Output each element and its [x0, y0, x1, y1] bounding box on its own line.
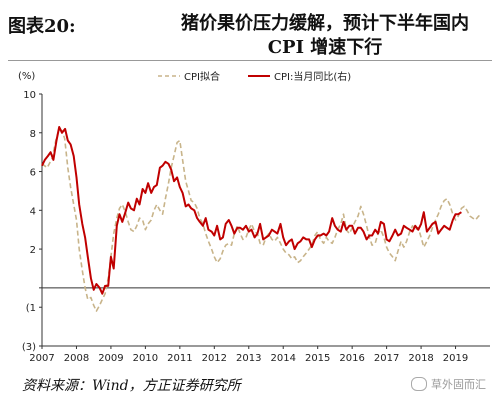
series-line-cpi-yoy: [41, 126, 462, 295]
y-tick-label: 8: [30, 129, 36, 140]
figure-title-line2: CPI 增速下行: [267, 37, 383, 58]
legend-label: CPI:当月同比(右): [274, 70, 351, 83]
x-tick-label: 2013: [236, 353, 261, 364]
y-tick-label: 4: [30, 206, 36, 217]
x-tick-label: 2014: [271, 353, 296, 364]
x-tick-label: 2019: [443, 353, 468, 364]
y-tick-label: (3): [22, 342, 36, 353]
legend-label: CPI拟合: [184, 70, 220, 83]
series-line-cpi-fit: [41, 128, 482, 312]
figure-title-line1: 猪价果价压力缓解，预计下半年国内: [181, 13, 469, 34]
y-tick-label: 2: [30, 245, 36, 256]
cpi-line-chart: (%) 10 8 6 4 2 (1 (3)2007 2008 2009 2010 2011 2012 20…: [18, 70, 490, 364]
watermark: 草外固而汇: [411, 376, 486, 392]
chart-legend: CPI拟合 CPI:当月同比(右): [158, 70, 351, 83]
wechat-icon: [411, 377, 427, 391]
x-tick-label: 2016: [339, 353, 364, 364]
x-tick-label: 2018: [408, 353, 433, 364]
figure-number: 图表20:: [8, 16, 76, 37]
x-tick-label: 2012: [202, 353, 227, 364]
watermark-text: 草外固而汇: [431, 378, 486, 391]
y-tick-label: (1: [26, 303, 36, 314]
chart-series: [41, 126, 482, 312]
x-tick-label: 2011: [167, 353, 192, 364]
x-tick-label: 2009: [98, 353, 123, 364]
y-tick-label: 6: [30, 168, 36, 179]
x-tick-label: 2010: [133, 353, 158, 364]
title-divider: [8, 60, 492, 61]
source-note: 资料来源：Wind，方正证券研究所: [22, 378, 241, 394]
y-tick-label: 10: [23, 90, 36, 101]
x-tick-label: 2008: [64, 353, 89, 364]
chart-axes: (%) 10 8 6 4 2 (1 (3)2007 2008 2009 2010 2011 2012 20…: [18, 71, 490, 364]
x-tick-label: 2007: [29, 353, 54, 364]
legend-item-cpi-fit: CPI拟合: [158, 70, 220, 83]
figure-title: 猪价果价压力缓解，预计下半年国内 CPI 增速下行: [158, 12, 492, 60]
figure-header: 图表20: 猪价果价压力缓解，预计下半年国内 CPI 增速下行: [8, 8, 492, 60]
x-tick-label: 2017: [374, 353, 399, 364]
legend-item-cpi-yoy: CPI:当月同比(右): [248, 70, 351, 83]
x-tick-label: 2015: [305, 353, 330, 364]
y-axis-unit-label: (%): [18, 71, 35, 82]
